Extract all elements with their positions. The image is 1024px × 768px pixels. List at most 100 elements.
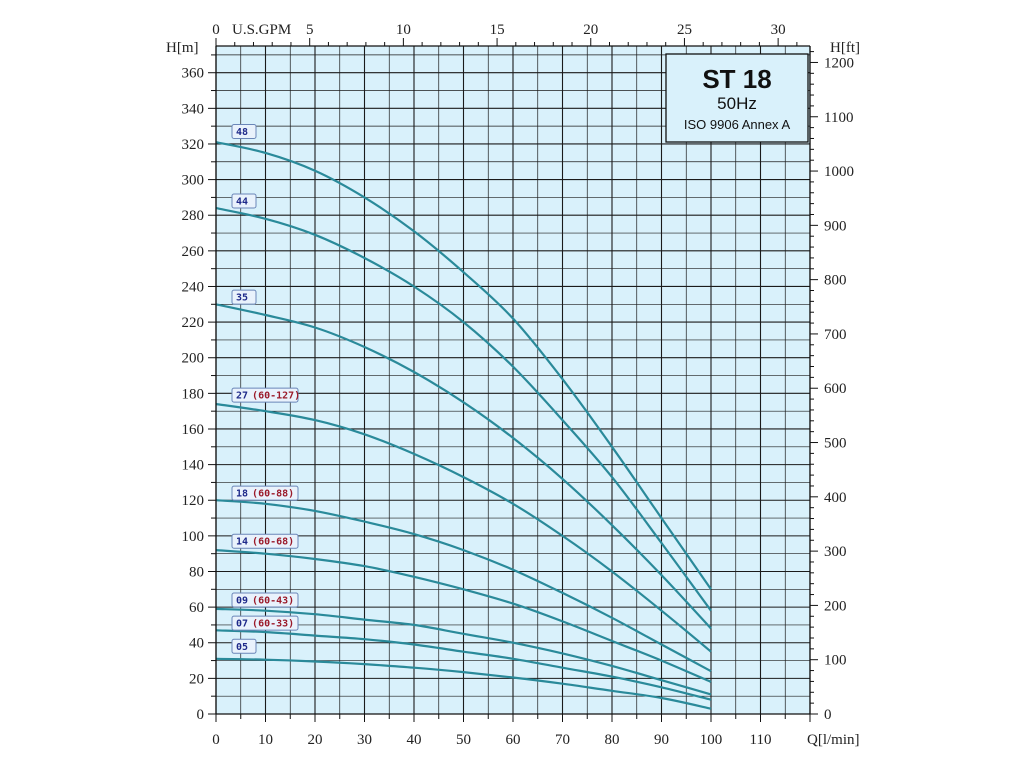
curves — [215, 141, 712, 710]
series-label-model: 18 — [236, 489, 248, 500]
curve-05 — [215, 657, 712, 710]
y-axis-left-label: H[m] — [166, 40, 199, 56]
series-label-model: 35 — [236, 293, 248, 304]
series-label-box — [231, 387, 299, 403]
x-tick-label: 0 — [212, 732, 220, 748]
series-label-27: 27 (60-127) — [231, 387, 300, 403]
series-label-text: 14 (60-68) — [236, 537, 294, 548]
y-tick-label-right: 1000 — [824, 164, 854, 180]
curve-27 — [215, 402, 712, 653]
series-label-35: 35 — [231, 289, 257, 305]
x-tick-label: 90 — [654, 732, 669, 748]
y-tick-label-left: 140 — [182, 458, 205, 474]
x-tick-label-top: 25 — [677, 22, 692, 38]
curve-44 — [215, 207, 712, 612]
series-label-range: (60-33) — [252, 619, 294, 630]
series-label-text: 35 — [236, 293, 248, 304]
x-axis-top-label: U.S.GPM — [232, 22, 291, 38]
series-label-model: 44 — [236, 196, 248, 207]
series-label-box — [231, 615, 299, 631]
y-tick-label-left: 100 — [182, 529, 205, 545]
x-tick-label: 20 — [308, 732, 323, 748]
x-tick-label: 30 — [357, 732, 372, 748]
series-label-text: 48 — [236, 127, 248, 138]
x-tick-label: 60 — [506, 732, 521, 748]
x-tick-label: 40 — [407, 732, 422, 748]
axes: 0204060801001201401601802002202402602803… — [182, 22, 855, 748]
y-tick-label-right: 100 — [824, 653, 847, 669]
series-labels: 48 44 35 27 (60-127) 18 (60-88) 14 (60-68) 09 (60-… — [231, 124, 300, 654]
series-label-box — [231, 638, 257, 654]
series-label-48: 48 — [231, 124, 257, 140]
y-tick-label-left: 20 — [189, 671, 204, 687]
y-tick-label-right: 300 — [824, 544, 847, 560]
x-tick-label: 70 — [555, 732, 570, 748]
series-label-model: 14 — [236, 537, 248, 548]
y-tick-label-left: 200 — [182, 351, 205, 367]
curve-14 — [215, 549, 712, 683]
series-label-model: 27 — [236, 391, 248, 402]
series-label-range: (60-88) — [252, 489, 294, 500]
curve-35 — [215, 303, 712, 630]
y-tick-label-right: 600 — [824, 381, 847, 397]
y-tick-label-left: 360 — [182, 66, 205, 82]
series-label-model: 09 — [236, 595, 248, 606]
y-tick-label-right: 200 — [824, 598, 847, 614]
y-tick-label-left: 300 — [182, 173, 205, 189]
series-label-text: 27 (60-127) — [236, 391, 300, 402]
series-label-model: 48 — [236, 127, 248, 138]
y-tick-label-left: 340 — [182, 101, 205, 117]
x-tick-label-top: 10 — [396, 22, 411, 38]
series-label-box — [231, 485, 299, 501]
series-label-09: 09 (60-43) — [231, 592, 299, 608]
series-label-box — [231, 193, 257, 209]
y-tick-label-left: 180 — [182, 386, 205, 402]
x-tick-label: 110 — [750, 732, 772, 748]
curve-09 — [215, 607, 712, 696]
y-tick-label-left: 80 — [189, 564, 204, 580]
series-label-14: 14 (60-68) — [231, 533, 299, 549]
y-tick-label-left: 260 — [182, 244, 205, 260]
y-tick-label-left: 60 — [189, 600, 204, 616]
series-label-05: 05 — [231, 638, 257, 654]
y-tick-label-left: 280 — [182, 208, 205, 224]
series-label-box — [231, 592, 299, 608]
x-tick-label: 10 — [258, 732, 273, 748]
series-label-box — [231, 533, 299, 549]
x-tick-label-top: 0 — [212, 22, 220, 38]
x-tick-label: 100 — [700, 732, 723, 748]
y-tick-label-right: 900 — [824, 218, 847, 234]
y-tick-label-right: 700 — [824, 327, 847, 343]
x-axis-label: Q[l/min] — [807, 732, 860, 748]
y-tick-label-left: 240 — [182, 279, 205, 295]
series-label-text: 09 (60-43) — [236, 595, 294, 606]
x-tick-label-top: 20 — [583, 22, 598, 38]
series-label-text: 44 — [236, 196, 248, 207]
y-tick-label-left: 0 — [197, 707, 205, 723]
x-tick-label-top: 30 — [771, 22, 786, 38]
chart-standard: ISO 9906 Annex A — [684, 117, 791, 132]
series-label-box — [231, 124, 257, 140]
series-label-model: 05 — [236, 642, 248, 653]
x-tick-label: 50 — [456, 732, 471, 748]
series-label-text: 07 (60-33) — [236, 619, 294, 630]
series-label-range: (60-127) — [252, 391, 300, 402]
series-label-model: 07 — [236, 619, 248, 630]
series-label-text: 05 — [236, 642, 248, 653]
curve-18 — [215, 499, 712, 673]
curve-48 — [215, 141, 712, 590]
series-label-18: 18 (60-88) — [231, 485, 299, 501]
curve-07 — [215, 629, 712, 701]
chart-title: ST 18 — [702, 64, 771, 94]
y-tick-label-right: 400 — [824, 490, 847, 506]
chart-subtitle: 50Hz — [717, 94, 757, 113]
series-label-07: 07 (60-33) — [231, 615, 299, 631]
series-label-box — [231, 289, 257, 305]
title-box-frame — [665, 53, 809, 143]
y-tick-label-left: 220 — [182, 315, 205, 331]
y-tick-label-left: 160 — [182, 422, 205, 438]
y-tick-label-right: 500 — [824, 436, 847, 452]
series-label-range: (60-68) — [252, 537, 294, 548]
x-tick-label-top: 15 — [490, 22, 505, 38]
